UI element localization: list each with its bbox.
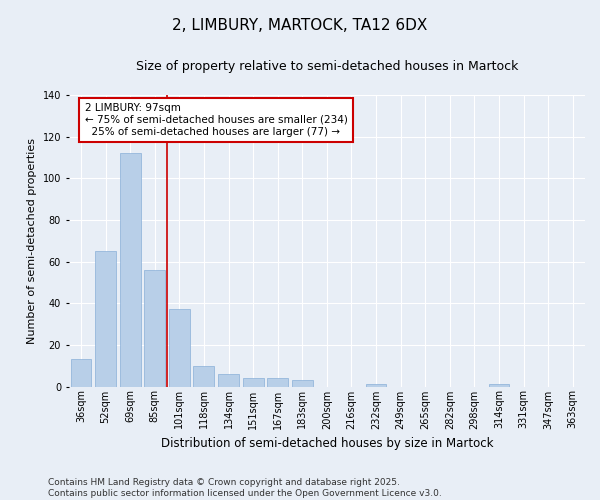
Bar xyxy=(267,378,288,386)
Bar xyxy=(120,154,140,386)
Bar xyxy=(365,384,386,386)
Text: Contains HM Land Registry data © Crown copyright and database right 2025.
Contai: Contains HM Land Registry data © Crown c… xyxy=(48,478,442,498)
Text: 2, LIMBURY, MARTOCK, TA12 6DX: 2, LIMBURY, MARTOCK, TA12 6DX xyxy=(172,18,428,32)
Bar xyxy=(144,270,165,386)
Bar xyxy=(292,380,313,386)
Bar xyxy=(71,360,91,386)
Text: 2 LIMBURY: 97sqm
← 75% of semi-detached houses are smaller (234)
  25% of semi-d: 2 LIMBURY: 97sqm ← 75% of semi-detached … xyxy=(85,104,347,136)
Bar xyxy=(488,384,509,386)
Title: Size of property relative to semi-detached houses in Martock: Size of property relative to semi-detach… xyxy=(136,60,518,73)
Bar xyxy=(218,374,239,386)
Y-axis label: Number of semi-detached properties: Number of semi-detached properties xyxy=(27,138,37,344)
Bar xyxy=(95,251,116,386)
Bar xyxy=(193,366,214,386)
Bar xyxy=(242,378,263,386)
X-axis label: Distribution of semi-detached houses by size in Martock: Distribution of semi-detached houses by … xyxy=(161,437,493,450)
Bar xyxy=(169,310,190,386)
